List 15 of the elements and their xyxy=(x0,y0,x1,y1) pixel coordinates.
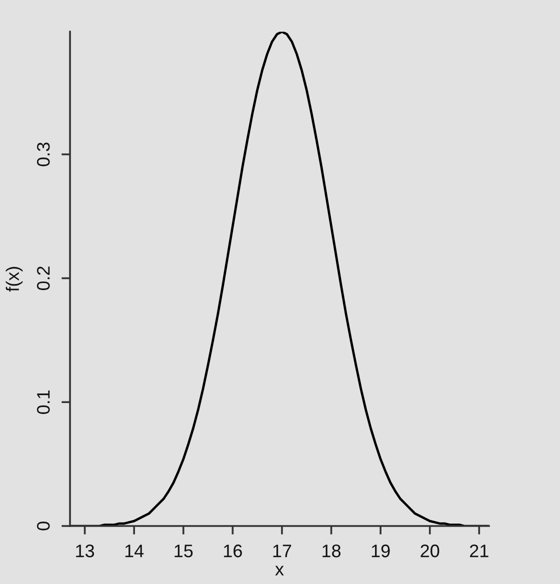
x-tick-label: 18 xyxy=(322,544,341,558)
y-tick-label: 0.1 xyxy=(36,390,50,414)
x-tick-label: 19 xyxy=(372,544,390,558)
x-tick-label: 15 xyxy=(174,544,193,558)
x-tick-label: 21 xyxy=(470,544,488,558)
x-tick-label: 14 xyxy=(125,544,144,558)
x-tick-label: 13 xyxy=(76,544,94,558)
x-axis-title: x xyxy=(275,566,284,576)
y-tick-label: 0.3 xyxy=(36,142,50,166)
x-tick-label: 16 xyxy=(224,544,242,558)
y-tick-label: 0 xyxy=(36,522,50,530)
y-axis-title: f(x) xyxy=(6,266,23,292)
x-tick-label: 20 xyxy=(420,544,440,558)
x-tick-label: 17 xyxy=(273,544,292,558)
y-tick-label: 0.2 xyxy=(36,266,50,290)
